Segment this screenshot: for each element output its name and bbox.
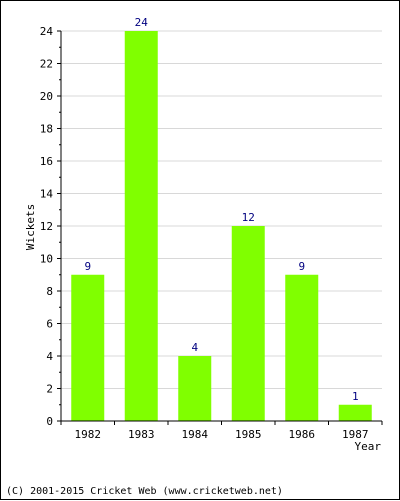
y-tick-label: 2 xyxy=(46,383,53,396)
y-tick-label: 10 xyxy=(40,253,53,266)
x-tick-label-1986: 1986 xyxy=(289,428,316,441)
y-axis-label: Wickets xyxy=(24,204,37,250)
y-tick-label: 6 xyxy=(46,318,53,331)
y-tick-label: 16 xyxy=(40,155,53,168)
x-axis-label: Year xyxy=(355,440,382,453)
data-label-1986: 9 xyxy=(298,260,305,273)
y-tick-label: 8 xyxy=(46,285,53,298)
bar-1982 xyxy=(71,274,105,421)
data-label-1982: 9 xyxy=(84,260,91,273)
y-tick-label: 14 xyxy=(40,188,54,201)
gridlines xyxy=(61,30,382,389)
y-tick-label: 4 xyxy=(46,350,53,363)
data-label-1987: 1 xyxy=(352,390,359,403)
y-tick-label: 20 xyxy=(40,90,53,103)
data-label-1984: 4 xyxy=(191,341,198,354)
y-tick-label: 22 xyxy=(40,58,53,71)
bar-1984 xyxy=(178,356,212,421)
y-tick-label: 12 xyxy=(40,220,53,233)
bar-1983 xyxy=(124,31,158,421)
y-tick-label: 18 xyxy=(40,123,53,136)
bars xyxy=(71,31,372,421)
x-tick-label-1983: 1983 xyxy=(128,428,155,441)
x-tick-label-1987: 1987 xyxy=(342,428,369,441)
y-tick-label: 24 xyxy=(40,25,54,38)
bar-1985 xyxy=(231,226,265,421)
copyright-footer: (C) 2001-2015 Cricket Web (www.cricketwe… xyxy=(6,486,283,497)
y-tick-label: 0 xyxy=(46,415,53,428)
data-label-1983: 24 xyxy=(135,16,149,29)
x-tick-label-1985: 1985 xyxy=(235,428,262,441)
labels: 0246810121416182022249198224198341984121… xyxy=(40,16,369,441)
bar-1986 xyxy=(285,274,319,421)
x-tick-label-1984: 1984 xyxy=(182,428,209,441)
x-tick-label-1982: 1982 xyxy=(75,428,102,441)
data-label-1985: 12 xyxy=(242,211,255,224)
axes xyxy=(57,30,383,425)
bar-1987 xyxy=(338,404,372,421)
